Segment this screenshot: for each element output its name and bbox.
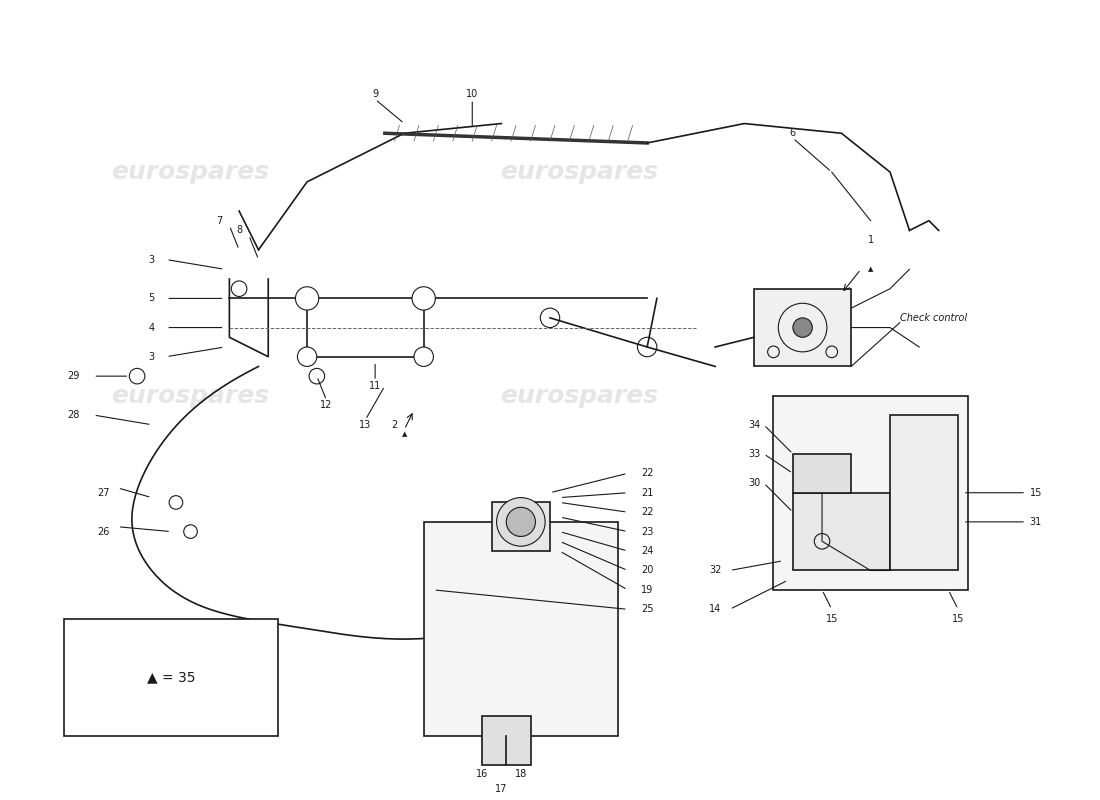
Circle shape [296, 286, 319, 310]
Text: 16: 16 [476, 770, 488, 779]
Text: 18: 18 [515, 770, 527, 779]
Circle shape [414, 347, 433, 366]
Bar [424, 522, 618, 736]
Text: eurospares: eurospares [111, 160, 270, 184]
Text: 14: 14 [710, 604, 722, 614]
Text: 27: 27 [97, 488, 109, 498]
Text: 22: 22 [641, 507, 653, 517]
Circle shape [297, 347, 317, 366]
Text: 33: 33 [748, 449, 760, 459]
Text: ▲: ▲ [868, 266, 873, 272]
Text: eurospares: eurospares [500, 160, 658, 184]
Bar [793, 454, 851, 493]
Circle shape [130, 368, 145, 384]
Text: 7: 7 [217, 216, 223, 226]
Text: 21: 21 [641, 488, 653, 498]
Bar [773, 395, 968, 590]
Text: 10: 10 [466, 90, 478, 99]
Text: 3: 3 [148, 352, 155, 362]
Text: 31: 31 [1030, 517, 1042, 527]
Text: 17: 17 [495, 784, 507, 794]
Text: 23: 23 [641, 526, 653, 537]
Bar [492, 502, 550, 551]
Bar [482, 716, 530, 765]
Circle shape [506, 507, 536, 537]
Text: 5: 5 [148, 294, 155, 303]
Text: 29: 29 [68, 371, 80, 381]
Text: 6: 6 [790, 128, 796, 138]
Circle shape [496, 498, 546, 546]
Text: 13: 13 [360, 420, 372, 430]
Circle shape [412, 286, 436, 310]
Text: 4: 4 [148, 322, 155, 333]
Text: eurospares: eurospares [111, 383, 270, 407]
Text: 24: 24 [641, 546, 653, 556]
Text: 12: 12 [320, 400, 332, 410]
Text: 15: 15 [952, 614, 965, 624]
Text: eurospares: eurospares [500, 383, 658, 407]
Text: ▲ = 35: ▲ = 35 [146, 670, 196, 684]
Circle shape [793, 318, 812, 338]
Text: 20: 20 [641, 566, 653, 575]
Bar [754, 289, 851, 366]
Text: 9: 9 [372, 90, 378, 99]
Text: 15: 15 [826, 614, 838, 624]
Text: 25: 25 [641, 604, 653, 614]
Text: 11: 11 [368, 381, 382, 391]
Bar [890, 415, 958, 570]
Bar [793, 493, 890, 570]
Text: ▲: ▲ [402, 431, 407, 438]
Bar [64, 619, 278, 736]
Text: 19: 19 [641, 585, 653, 595]
Text: 15: 15 [1030, 488, 1042, 498]
Text: 28: 28 [68, 410, 80, 420]
Text: Check control: Check control [900, 313, 967, 323]
Text: 26: 26 [97, 526, 109, 537]
Text: 1: 1 [868, 235, 873, 245]
Text: 32: 32 [710, 566, 722, 575]
Circle shape [231, 281, 246, 297]
Text: 2: 2 [392, 420, 398, 430]
Text: 3: 3 [148, 254, 155, 265]
Text: 30: 30 [748, 478, 760, 488]
Text: 8: 8 [236, 226, 242, 235]
Text: 22: 22 [641, 468, 653, 478]
Text: 34: 34 [748, 420, 760, 430]
